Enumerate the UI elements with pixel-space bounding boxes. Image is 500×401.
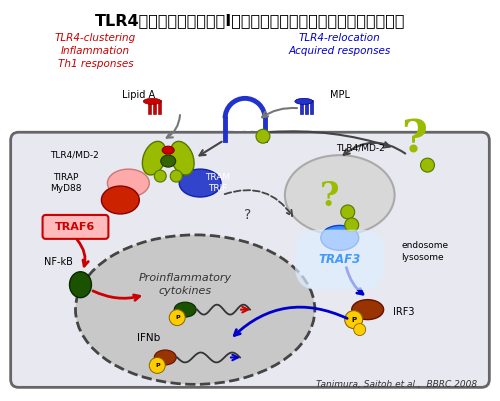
Circle shape	[344, 218, 358, 232]
Ellipse shape	[170, 141, 194, 175]
FancyBboxPatch shape	[42, 215, 108, 239]
Text: P: P	[155, 363, 160, 368]
Text: TLR4の細胞内への移行はI型インターフェロン産生と関連している: TLR4の細胞内への移行はI型インターフェロン産生と関連している	[95, 13, 405, 28]
Text: ?: ?	[320, 180, 340, 213]
Text: NF-kB: NF-kB	[44, 257, 73, 267]
Text: Tanimura, Saitoh et al.,  BBRC 2008: Tanimura, Saitoh et al., BBRC 2008	[316, 380, 478, 389]
Text: P: P	[175, 315, 180, 320]
Ellipse shape	[179, 169, 221, 197]
Text: P: P	[351, 316, 356, 322]
Text: MPL: MPL	[330, 90, 350, 100]
Text: TLR4/MD-2: TLR4/MD-2	[336, 144, 384, 153]
Ellipse shape	[321, 225, 358, 250]
Text: endosome
lysosome: endosome lysosome	[402, 241, 448, 262]
Text: Lipid A: Lipid A	[122, 90, 155, 100]
Bar	[158, 100, 161, 114]
Text: TLR4-relocation
Acquired responses: TLR4-relocation Acquired responses	[288, 32, 391, 56]
Text: TLR4-clustering
Inflammation
Th1 responses: TLR4-clustering Inflammation Th1 respons…	[55, 32, 136, 69]
Ellipse shape	[174, 302, 196, 317]
Ellipse shape	[102, 186, 140, 214]
Circle shape	[354, 324, 366, 336]
Ellipse shape	[76, 235, 315, 385]
Circle shape	[169, 310, 185, 326]
Ellipse shape	[70, 272, 92, 298]
Bar	[310, 100, 313, 114]
Ellipse shape	[162, 146, 174, 154]
Text: Proinflammatory
cytokines: Proinflammatory cytokines	[138, 273, 232, 296]
Bar	[300, 100, 303, 114]
Ellipse shape	[108, 169, 150, 197]
Text: TRAF3: TRAF3	[318, 253, 361, 266]
Ellipse shape	[285, 155, 395, 235]
Bar	[305, 100, 308, 114]
Bar	[154, 100, 156, 114]
Circle shape	[154, 170, 166, 182]
Ellipse shape	[142, 141, 166, 175]
Text: IRF3: IRF3	[392, 307, 414, 317]
FancyBboxPatch shape	[10, 132, 490, 387]
Text: IFNb: IFNb	[136, 332, 160, 342]
Circle shape	[344, 311, 362, 328]
Ellipse shape	[144, 98, 161, 104]
Bar	[148, 100, 152, 114]
Text: TRAM
TRIF: TRAM TRIF	[206, 173, 231, 193]
Ellipse shape	[154, 350, 176, 365]
Circle shape	[340, 205, 354, 219]
Circle shape	[170, 170, 182, 182]
Circle shape	[150, 357, 165, 373]
Text: ?: ?	[402, 119, 427, 162]
Ellipse shape	[295, 98, 313, 104]
Circle shape	[256, 129, 270, 143]
Text: ?: ?	[244, 208, 252, 222]
Text: TRAF6: TRAF6	[56, 222, 96, 232]
Text: TIRAP
MyD88: TIRAP MyD88	[50, 173, 82, 193]
Text: CD14: CD14	[232, 124, 258, 133]
Circle shape	[420, 158, 434, 172]
Ellipse shape	[160, 155, 176, 167]
Ellipse shape	[352, 300, 384, 320]
Text: TLR4/MD-2: TLR4/MD-2	[50, 151, 100, 160]
